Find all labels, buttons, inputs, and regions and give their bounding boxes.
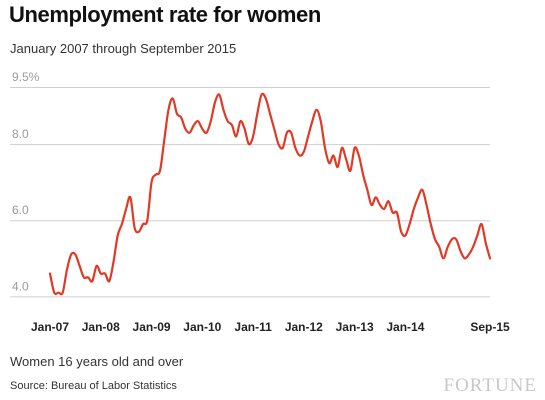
x-tick-label: Jan-08 (82, 320, 120, 334)
y-tick-label: 4.0 (12, 279, 29, 293)
series-line-unemployment-rate (48, 92, 492, 296)
series-layer (48, 92, 492, 296)
fortune-logo: FORTUNE (443, 375, 537, 396)
chart-title: Unemployment rate for women (9, 2, 321, 27)
chart-note: Women 16 years old and over (10, 354, 184, 369)
x-tick-label: Jan-09 (133, 320, 171, 334)
x-tick-label: Jan-10 (183, 320, 221, 334)
x-axis-tick-labels: Jan-07 Jan-08 Jan-09 Jan-10 Jan-11 Jan-12 Jan-… (31, 320, 510, 334)
source-credit: Source: Bureau of Labor Statistics (10, 380, 177, 392)
x-tick-label: Jan-07 (31, 320, 69, 334)
x-tick-label: Jan-13 (336, 320, 374, 334)
y-tick-label: 8.0 (12, 127, 29, 141)
gridlines (10, 87, 490, 298)
x-tick-label: Jan-11 (234, 320, 272, 334)
x-tick-label: Sep-15 (470, 320, 510, 334)
x-tick-label: Jan-14 (386, 320, 424, 334)
x-tick-label: Jan-12 (285, 320, 323, 334)
chart-subtitle: January 2007 through September 2015 (10, 41, 237, 56)
y-axis-tick-labels: 4.0 6.0 8.0 9.5% (12, 70, 40, 293)
y-tick-label: 9.5% (12, 70, 40, 84)
y-tick-label: 6.0 (12, 203, 29, 217)
